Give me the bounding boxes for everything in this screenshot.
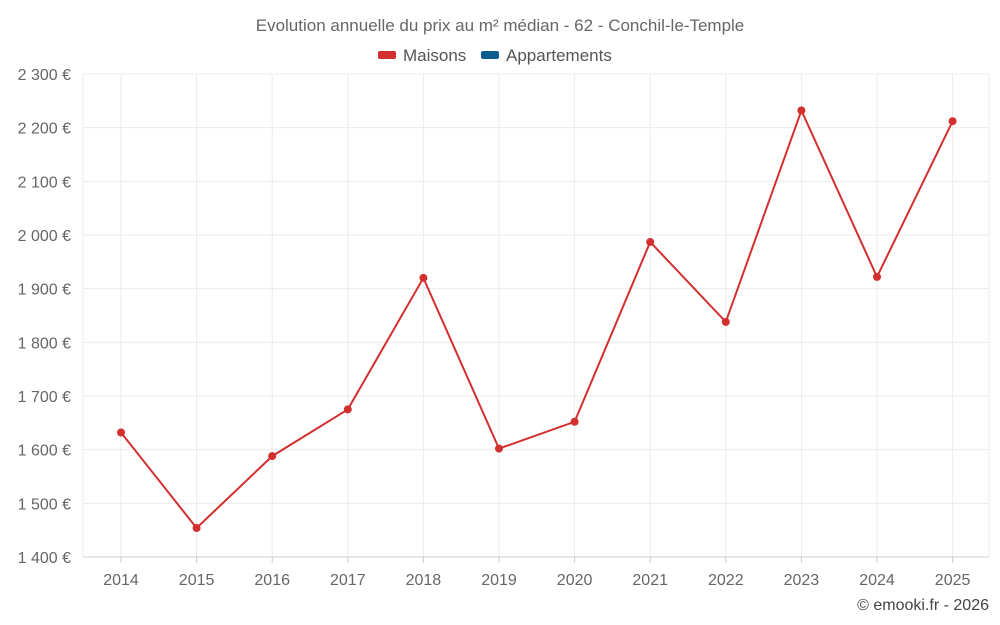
legend-swatch-maisons <box>378 51 396 59</box>
data-point-maisons-2024[interactable] <box>873 272 881 281</box>
legend: Maisons Appartements <box>378 46 612 65</box>
data-point-maisons-2014[interactable] <box>117 428 125 437</box>
y-tick-label: 2 300 € <box>18 67 71 84</box>
legend-label-maisons: Maisons <box>403 46 466 65</box>
legend-swatch-appartements <box>481 51 499 59</box>
data-point-maisons-2020[interactable] <box>570 417 579 426</box>
x-tick-label: 2015 <box>179 572 215 589</box>
legend-label-appartements: Appartements <box>506 46 612 65</box>
legend-item-appartements[interactable]: Appartements <box>481 46 612 65</box>
x-tick-label: 2023 <box>784 572 820 589</box>
credit-text: © emooki.fr - 2026 <box>857 597 989 614</box>
x-tick-label: 2016 <box>254 572 290 589</box>
y-tick-label: 2 100 € <box>18 174 71 191</box>
chart-title: Evolution annuelle du prix au m² médian … <box>256 16 745 35</box>
series-layer <box>117 106 957 533</box>
x-tick-label: 2021 <box>632 572 668 589</box>
data-point-maisons-2025[interactable] <box>948 117 957 126</box>
x-tick-label: 2018 <box>406 572 442 589</box>
y-tick-label: 2 200 € <box>18 121 71 138</box>
data-point-maisons-2023[interactable] <box>797 106 806 115</box>
data-point-maisons-2018[interactable] <box>419 273 428 282</box>
data-point-maisons-2019[interactable] <box>495 444 503 453</box>
x-tick-label: 2022 <box>708 572 744 589</box>
y-tick-label: 1 400 € <box>18 550 71 567</box>
y-tick-label: 1 500 € <box>18 496 71 513</box>
legend-item-maisons[interactable]: Maisons <box>378 46 466 65</box>
x-tick-label: 2014 <box>103 572 139 589</box>
y-tick-label: 2 000 € <box>18 228 71 245</box>
series-line-maisons <box>120 107 954 530</box>
data-point-maisons-2022[interactable] <box>721 317 730 326</box>
axis-layer: 1 400 € 1 500 € 1 600 € 1 700 € 1 800 € 1 900… <box>18 67 989 589</box>
x-tick-label: 2024 <box>859 572 895 589</box>
y-tick-label: 1 600 € <box>18 443 71 460</box>
data-point-maisons-2016[interactable] <box>268 452 277 461</box>
grid-layer <box>82 73 990 557</box>
y-tick-label: 1 800 € <box>18 335 71 352</box>
x-tick-label: 2019 <box>481 572 517 589</box>
data-point-maisons-2017[interactable] <box>343 405 352 414</box>
y-tick-label: 1 700 € <box>18 389 71 406</box>
y-tick-label: 1 900 € <box>18 282 71 299</box>
data-point-maisons-2021[interactable] <box>646 237 655 246</box>
data-point-maisons-2015[interactable] <box>192 524 201 533</box>
x-tick-label: 2020 <box>557 572 593 589</box>
x-tick-label: 2017 <box>330 572 366 589</box>
x-tick-label: 2025 <box>935 572 971 589</box>
